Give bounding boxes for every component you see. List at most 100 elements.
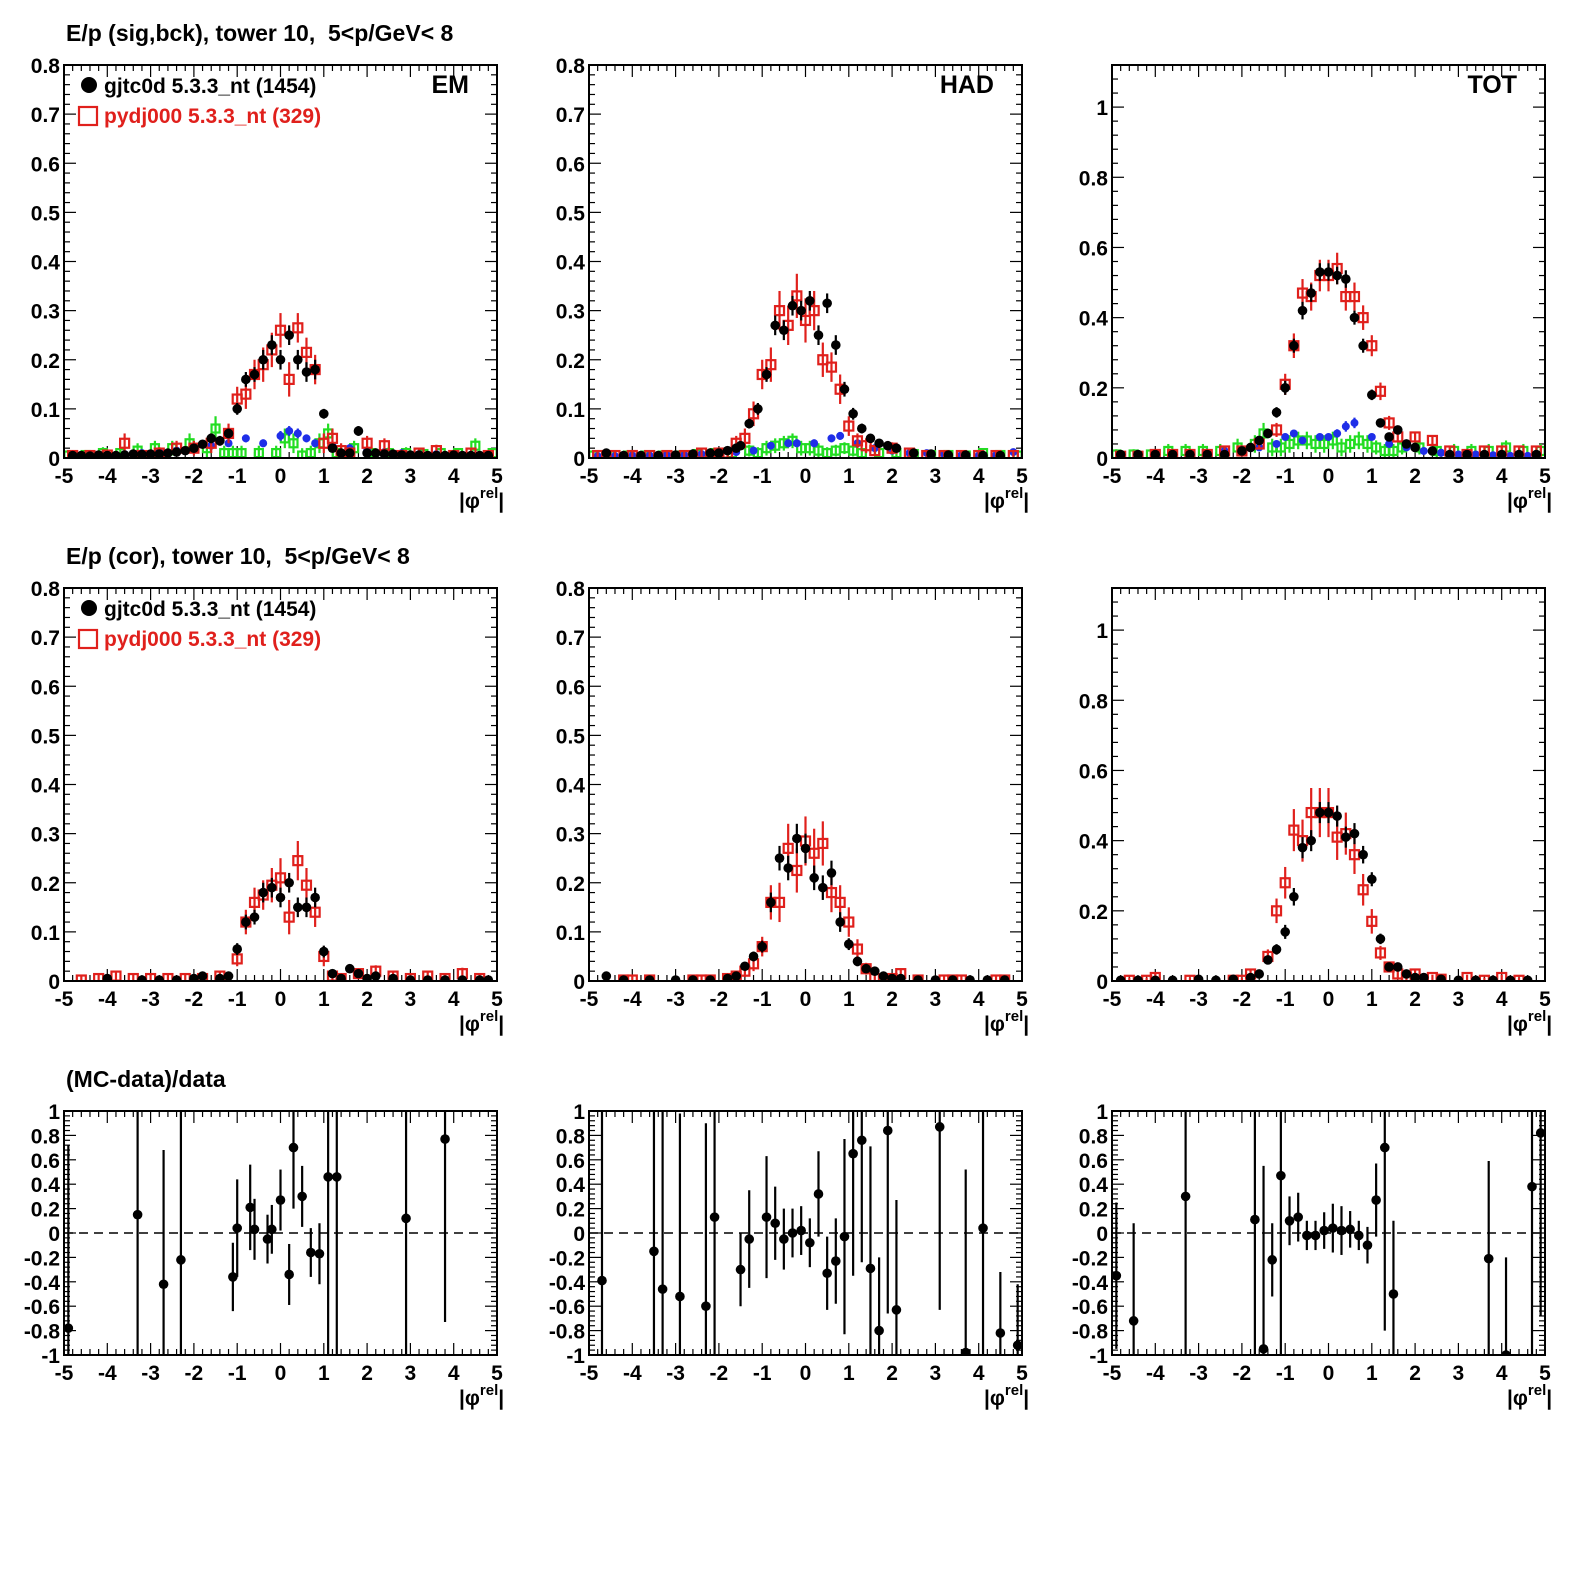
x-tick-label: -2 [1233,465,1252,488]
data-point [137,449,147,458]
data-point [1358,849,1368,860]
data-point [275,354,286,365]
plot-area [1112,252,1545,458]
y-tick-label: 0.2 [556,873,585,896]
data-point [947,975,958,981]
data-point [770,320,780,331]
data-point [1280,383,1290,393]
y-tick-label: 0.8 [1079,1125,1109,1148]
series-mc [1123,788,1525,981]
x-tick-label: 4 [448,1362,460,1385]
data-point [275,892,286,903]
data-point [649,1246,659,1257]
data-point [1306,835,1316,846]
data-point [1410,442,1420,453]
x-tick-label: 5 [1539,465,1551,488]
x-tick-label: -5 [1103,465,1122,488]
y-tick-label: 0.4 [556,1174,586,1197]
series-data [1115,802,1533,981]
plot-frame [63,64,498,459]
data-point [314,1248,325,1259]
x-tick-label: 2 [886,1362,898,1385]
bkg-data-point [1281,432,1290,441]
x-tick-label: -5 [1103,1362,1122,1385]
data-point [232,1223,242,1233]
data-point [882,440,893,451]
y-tick-label: 0.7 [556,627,585,650]
data-point [1367,874,1377,885]
data-point [999,975,1010,981]
data-point [1328,1223,1338,1233]
y-tick-label: -0.2 [549,1247,585,1270]
data-point [856,423,867,434]
x-tick-label: 1 [1366,465,1378,488]
series-data [67,325,494,458]
x-axis-label: |φrel| [1507,1008,1552,1036]
x-tick-label: -1 [1276,988,1295,1011]
data-point [1245,442,1256,453]
data-point [1371,1195,1381,1205]
mc-point [1374,385,1387,397]
data-point [132,1209,143,1220]
data-point [293,354,303,365]
plot-area [64,1111,450,1355]
data-point [805,1237,815,1248]
data-point [301,902,312,913]
legend-marker-mc [77,105,99,127]
mc-point [300,879,313,891]
data-point [396,450,407,458]
data-point [813,330,824,340]
data-point [1228,974,1239,981]
data-point [1332,270,1342,281]
bkg-data-point [276,431,285,440]
data-point [223,971,234,981]
bkg-data-point [1289,429,1298,438]
x-tick-label: 1 [318,988,330,1011]
data-point [1297,305,1308,316]
y-tick-label: -0.8 [1072,1321,1109,1344]
x-tick-label: 0 [800,465,812,488]
x-tick-label: 3 [405,465,417,488]
data-point [1470,975,1481,981]
x-tick-label: 0 [1323,1362,1335,1385]
bkg-data-point [302,434,311,443]
data-point [792,833,802,844]
data-point [597,1275,607,1286]
legend-marker-data [81,77,97,93]
y-tick-label: -0.6 [24,1296,60,1319]
data-point [1527,1181,1537,1192]
data-point [145,449,156,458]
mc-point [739,432,751,444]
series-data [601,823,1010,981]
mc-point [1461,971,1473,981]
y-tick-label: 0 [573,448,585,471]
x-tick-label: -4 [623,988,642,1011]
x-tick-label: 2 [361,1362,373,1385]
y-tick-label: 0.8 [556,578,586,601]
data-point [653,450,664,458]
data-point [978,1223,988,1233]
x-tick-label: 5 [1539,1362,1551,1385]
bkg-mc-point [210,423,221,434]
panel-ratio-tot: -1-0.8-0.6-0.4-0.200.20.40.60.81-5 -4 -3 -2… [1072,1101,1552,1410]
data-point [913,975,923,981]
data-point [1349,828,1360,839]
y-tick-label: 1 [1096,1101,1108,1124]
x-tick-label: 3 [1453,988,1465,1011]
data-point [1306,288,1316,298]
data-point [934,1122,945,1132]
bkg-data-point [749,446,758,455]
bkg-data-point [1298,436,1307,445]
x-tick-label: 3 [930,1362,942,1385]
x-tick-label: -3 [1189,1362,1208,1385]
x-tick-label: 3 [930,465,942,488]
series-data [64,1111,450,1355]
y-tick-label: 1 [48,1101,60,1124]
panel-ep-cor-em: 0 0.1 0.2 0.3 0.4 0.5 0.6 0.7 0.8 -5 -4 -3 -2 -1 0 1 2 3 4… [31,578,504,1036]
data-point [839,1231,850,1242]
y-tick-label: 0.6 [1079,1150,1108,1173]
data-point [1276,1170,1286,1181]
mc-point [1270,424,1283,436]
data-point [228,1272,238,1282]
data-point [740,961,750,972]
